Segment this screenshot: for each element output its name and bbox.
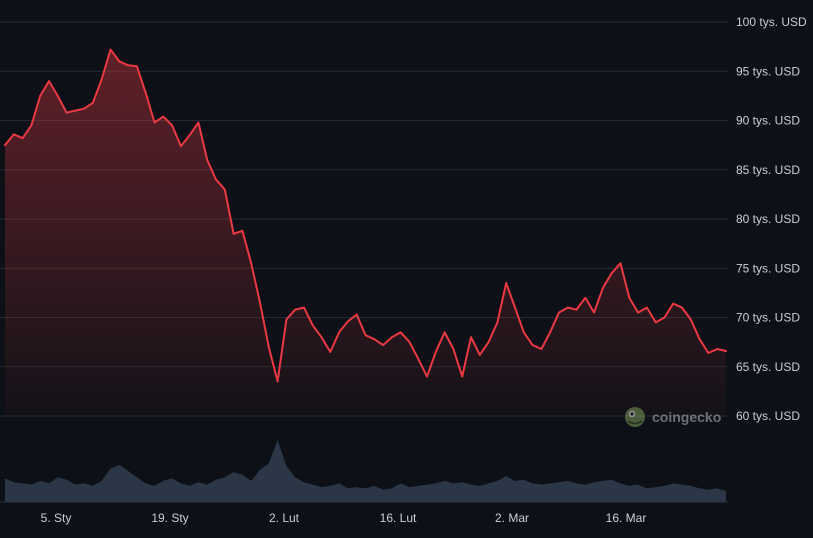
y-tick-label: 100 tys. USD	[736, 15, 807, 29]
price-area	[5, 49, 726, 416]
y-tick-label: 85 tys. USD	[736, 163, 800, 177]
coingecko-watermark: coingecko	[624, 406, 721, 428]
y-axis: 100 tys. USD 95 tys. USD 90 tys. USD 85 tys…	[736, 15, 807, 423]
x-tick-label: 2. Mar	[495, 511, 529, 525]
volume-bars	[5, 440, 726, 502]
price-line	[4, 48, 727, 383]
price-area-fill	[5, 49, 726, 416]
x-tick-label: 2. Lut	[269, 511, 300, 525]
x-tick-label: 5. Sty	[41, 511, 72, 525]
y-tick-label: 90 tys. USD	[736, 114, 800, 128]
x-tick-label: 19. Sty	[151, 511, 188, 525]
y-tick-label: 70 tys. USD	[736, 311, 800, 325]
y-tick-label: 65 tys. USD	[736, 360, 800, 374]
x-tick-label: 16. Lut	[380, 511, 417, 525]
y-tick-label: 80 tys. USD	[736, 212, 800, 226]
coingecko-gecko-icon	[625, 407, 645, 427]
x-axis: 5. Sty 19. Sty 2. Lut 16. Lut 2. Mar 16. Mar	[41, 511, 647, 525]
y-tick-label: 60 tys. USD	[736, 409, 800, 423]
x-tick-label: 16. Mar	[606, 511, 647, 525]
price-line-layer	[4, 48, 727, 383]
y-tick-label: 95 tys. USD	[736, 64, 800, 78]
y-tick-label: 75 tys. USD	[736, 261, 800, 275]
volume-area	[5, 440, 726, 502]
watermark-text: coingecko	[652, 409, 722, 425]
